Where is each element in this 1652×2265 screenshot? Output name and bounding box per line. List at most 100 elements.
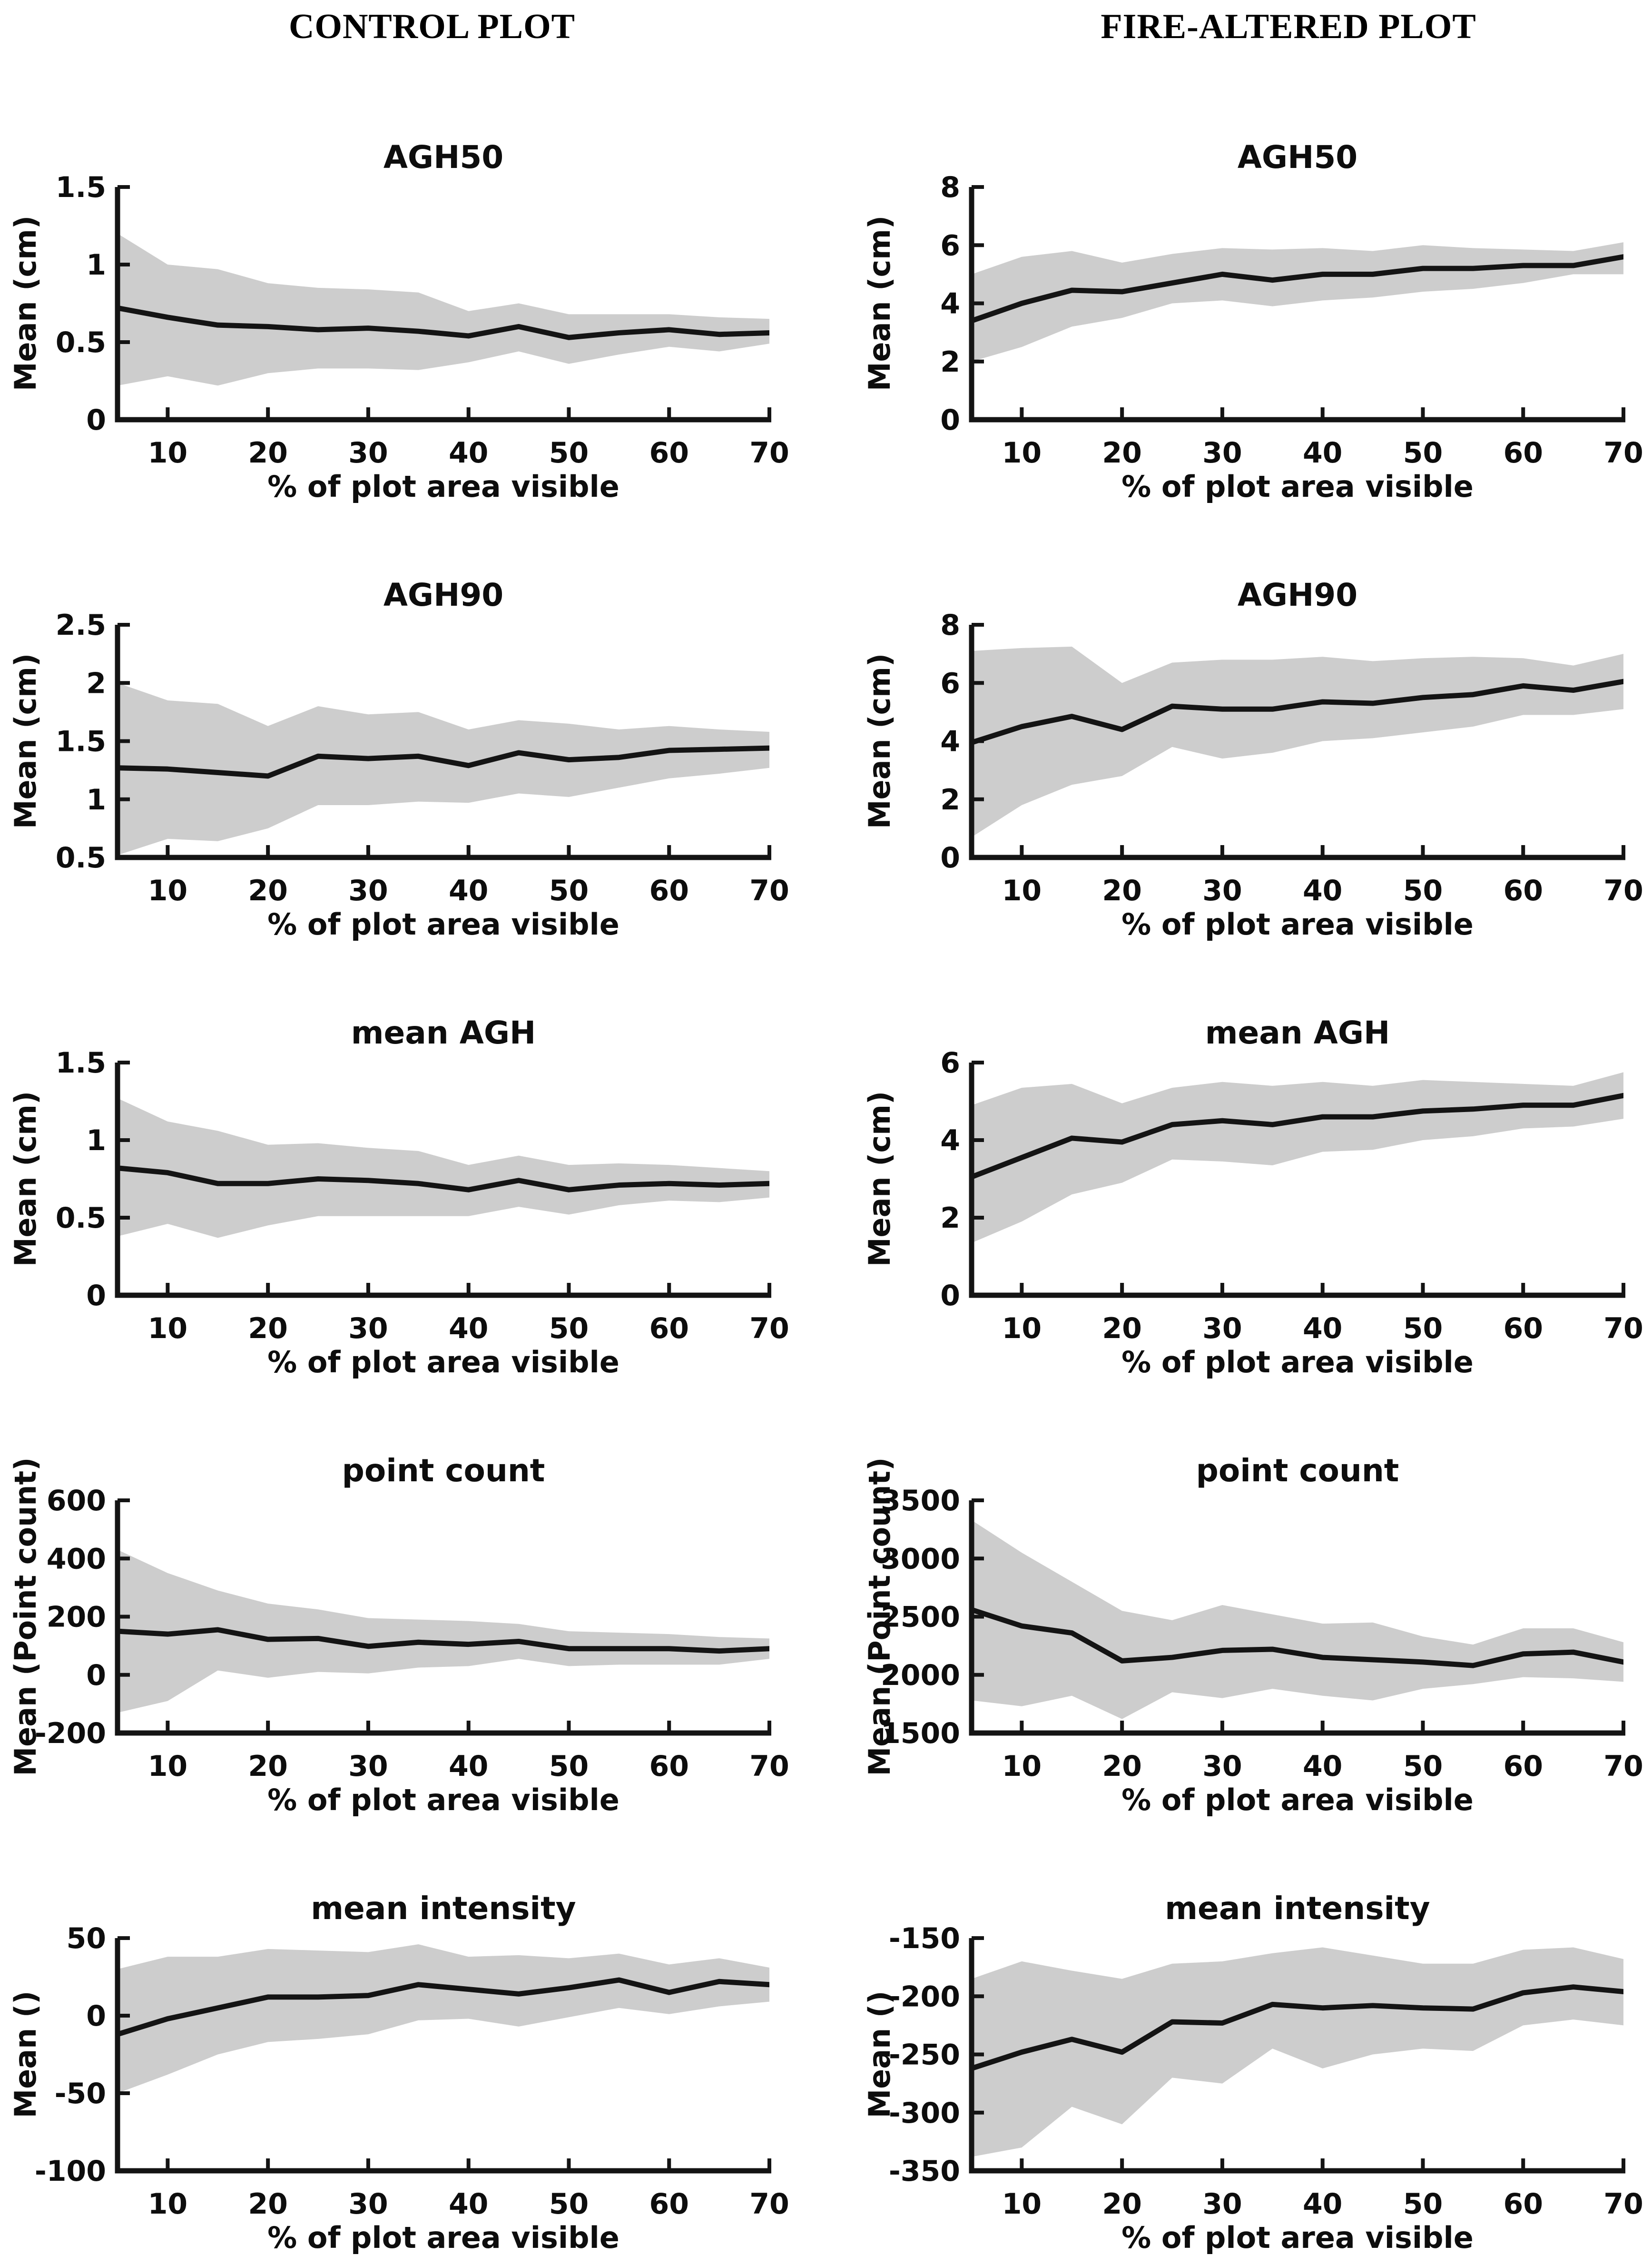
x-tick-label: 10 xyxy=(148,2187,188,2221)
y-tick-label: 3500 xyxy=(881,1484,960,1517)
x-tick-label: 40 xyxy=(449,874,489,907)
y-tick-label: 8 xyxy=(940,171,960,204)
y-tick-label: 200 xyxy=(47,1601,106,1634)
x-tick-label: 50 xyxy=(1403,1750,1443,1783)
x-tick-label: 20 xyxy=(248,2187,288,2221)
x-tick-label: 20 xyxy=(1102,436,1142,470)
y-tick-label: 0.5 xyxy=(56,1201,106,1235)
chart-title: point count xyxy=(1196,1452,1399,1489)
y-tick-label: 0.5 xyxy=(56,326,106,359)
y-tick-label: 4 xyxy=(940,1124,960,1157)
x-tick-label: 10 xyxy=(148,1312,188,1345)
chart-fire-agh90: 0 2 4 6 8 10 20 30 40 50 60 70 AGH90 % of plot area v… xyxy=(862,577,1643,942)
chart-title: mean intensity xyxy=(1165,1890,1430,1927)
x-tick-label: 70 xyxy=(1603,1312,1643,1345)
x-tick-label: 50 xyxy=(549,874,589,907)
y-axis-label: Mean (Point count) xyxy=(862,1457,897,1776)
x-tick-label: 40 xyxy=(1303,2187,1343,2221)
y-tick-label: 3000 xyxy=(881,1542,960,1576)
x-tick-label: 10 xyxy=(148,874,188,907)
chart-fire-mean-intensity: -350 -300 -250 -200 -150 10 20 30 40 50 60 70 mean i… xyxy=(862,1890,1643,2255)
y-tick-label: 0 xyxy=(86,1659,106,1692)
x-tick-label: 60 xyxy=(649,1750,689,1783)
y-tick-label: 600 xyxy=(47,1484,106,1517)
x-tick-label: 50 xyxy=(549,436,589,470)
y-axis-label: Mean (cm) xyxy=(8,653,43,829)
confidence-band xyxy=(118,233,769,386)
mean-line xyxy=(118,745,769,779)
chart-title: mean intensity xyxy=(311,1890,576,1927)
y-tick-label: 8 xyxy=(940,609,960,642)
chart-control-mean-intensity: -100 -50 0 50 10 20 30 40 50 60 70 mean intensity % … xyxy=(8,1890,789,2255)
x-tick-label: 10 xyxy=(1002,1312,1042,1345)
x-tick-label: 40 xyxy=(1303,1750,1343,1783)
x-tick-label: 40 xyxy=(1303,1312,1343,1345)
y-tick-label: 1 xyxy=(86,783,106,817)
y-tick-label: 50 xyxy=(67,1922,107,1955)
x-tick-label: 10 xyxy=(1002,874,1042,907)
mean-line xyxy=(118,1977,769,2037)
x-tick-label: 40 xyxy=(449,1312,489,1345)
x-tick-label: 30 xyxy=(1202,1312,1242,1345)
x-tick-label: 70 xyxy=(749,874,789,907)
y-axis-label: Mean (cm) xyxy=(8,216,43,391)
x-tick-label: 10 xyxy=(148,436,188,470)
x-tick-label: 60 xyxy=(1503,1312,1543,1345)
x-tick-label: 20 xyxy=(248,1312,288,1345)
x-tick-label: 30 xyxy=(1202,2187,1242,2221)
y-tick-label: -250 xyxy=(889,2038,960,2072)
x-tick-label: 60 xyxy=(649,2187,689,2221)
y-tick-label: 2 xyxy=(940,1201,960,1235)
x-axis-label: % of plot area visible xyxy=(1121,469,1474,504)
x-tick-label: 60 xyxy=(1503,2187,1543,2221)
y-tick-label: -150 xyxy=(889,1922,960,1955)
x-tick-label: 70 xyxy=(749,1750,789,1783)
x-tick-label: 10 xyxy=(1002,436,1042,470)
x-tick-label: 50 xyxy=(1403,436,1443,470)
confidence-band xyxy=(118,683,769,856)
y-axis-label: Mean () xyxy=(862,1991,897,2118)
mean-line xyxy=(972,679,1623,746)
y-tick-label: 2.5 xyxy=(56,609,106,642)
chart-fire-agh50: 0 2 4 6 8 10 20 30 40 50 60 70 AGH50 % of plot area v… xyxy=(862,139,1643,504)
mean-line xyxy=(118,305,769,340)
chart-title: AGH90 xyxy=(1238,577,1357,613)
column-header-control-plot: CONTROL PLOT xyxy=(288,7,576,46)
x-tick-label: 30 xyxy=(348,2187,388,2221)
mean-line xyxy=(118,1165,769,1192)
mean-line xyxy=(972,1093,1623,1180)
chart-control-agh90: 0.5 1 1.5 2 2.5 10 20 30 40 50 60 70 AGH90 % of plot … xyxy=(8,577,789,942)
chart-title: point count xyxy=(342,1452,545,1489)
x-tick-label: 20 xyxy=(248,1750,288,1783)
y-axis-label: Mean () xyxy=(8,1991,43,2118)
x-tick-label: 20 xyxy=(248,436,288,470)
chart-control-mean-agh: 0 0.5 1 1.5 10 20 30 40 50 60 70 mean AGH % of plot … xyxy=(8,1014,789,1379)
chart-control-point-count: -200 0 200 400 600 10 20 30 40 50 60 70 point count%… xyxy=(8,1452,789,1817)
chart-fire-point-count: 1500 2000 2500 3000 3500 10 20 30 40 50 60 70 point … xyxy=(862,1452,1643,1817)
x-tick-label: 30 xyxy=(1202,436,1242,470)
y-axis-label: Mean (cm) xyxy=(862,653,897,829)
x-axis-label: % of plot area visible xyxy=(267,2220,620,2255)
x-tick-label: 60 xyxy=(1503,874,1543,907)
x-tick-label: 30 xyxy=(1202,1750,1242,1783)
x-axis-label: % of plot area visible xyxy=(1121,907,1474,942)
x-tick-label: 20 xyxy=(1102,2187,1142,2221)
x-tick-label: 10 xyxy=(148,1750,188,1783)
x-tick-label: 60 xyxy=(649,1312,689,1345)
y-tick-label: 6 xyxy=(940,667,960,700)
column-header-fire-altered-plot: FIRE-ALTERED PLOT xyxy=(1101,7,1476,46)
x-tick-label: 60 xyxy=(1503,436,1543,470)
y-tick-label: 4 xyxy=(940,725,960,758)
chart-title: mean AGH xyxy=(351,1014,536,1051)
y-tick-label: 0.5 xyxy=(56,841,106,875)
mean-line xyxy=(972,1607,1623,1668)
x-tick-label: 40 xyxy=(449,2187,489,2221)
x-tick-label: 50 xyxy=(1403,2187,1443,2221)
confidence-band xyxy=(118,1549,769,1713)
x-tick-label: 30 xyxy=(1202,874,1242,907)
x-tick-label: 10 xyxy=(1002,1750,1042,1783)
chart-title: mean AGH xyxy=(1205,1014,1390,1051)
confidence-band xyxy=(972,242,1623,362)
confidence-band xyxy=(118,1944,769,2093)
